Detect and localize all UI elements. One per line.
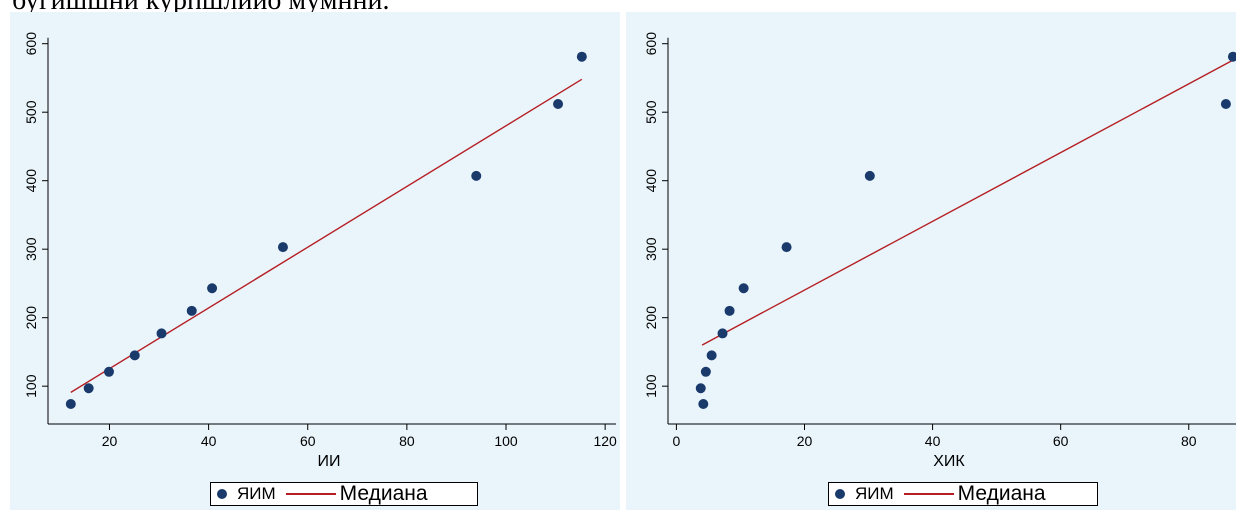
- median-fit-line: [70, 78, 583, 393]
- legend-marker-line: [285, 493, 336, 495]
- x-axis-title: ХИК: [933, 453, 965, 470]
- y-tick-label: 600: [23, 32, 39, 56]
- data-point: [700, 366, 711, 377]
- data-point: [576, 51, 587, 62]
- y-tick-label: 200: [23, 306, 39, 330]
- data-point: [695, 383, 706, 394]
- y-tick-label: 100: [23, 374, 39, 398]
- data-point: [698, 398, 709, 409]
- x-tick-label: 60: [1053, 433, 1069, 449]
- legend-label-fit: Медиана: [339, 482, 428, 505]
- caption-text: бугишшни курпшлиио мумнни.: [12, 0, 390, 16]
- legend-marker-line: [903, 493, 954, 495]
- median-fit-line: [701, 59, 1234, 346]
- y-tick-label: 500: [643, 100, 659, 124]
- x-tick-label: 40: [925, 433, 941, 449]
- x-tick-label: 40: [201, 433, 217, 449]
- data-point: [1227, 51, 1236, 62]
- legend-label-series: ЯИМ: [237, 484, 276, 503]
- x-tick-label: 60: [300, 433, 316, 449]
- y-tick-label: 400: [23, 169, 39, 193]
- data-point: [129, 350, 140, 361]
- legend-marker-points: [835, 489, 845, 499]
- data-point: [864, 170, 875, 181]
- data-point: [277, 242, 288, 253]
- x-tick-label: 80: [1181, 433, 1197, 449]
- x-tick-label: 80: [399, 433, 415, 449]
- data-point: [471, 170, 482, 181]
- scatter-chart-ii: 20 40 60 80 100 120 100 200 300 400 500 600 ИИ: [23, 32, 617, 470]
- y-tick-label: 300: [643, 237, 659, 261]
- x-axis-title: ИИ: [318, 453, 341, 470]
- data-point: [186, 305, 197, 316]
- data-point: [724, 305, 735, 316]
- legend-label-series: ЯИМ: [855, 484, 894, 503]
- y-tick-label: 100: [643, 374, 659, 398]
- legend-label-fit: Медиана: [957, 482, 1046, 505]
- data-point: [738, 283, 749, 294]
- legend-ii: ЯИМ Медиана: [210, 482, 478, 506]
- x-tick-label: 0: [673, 433, 681, 449]
- chart-panel-hik: 0 20 40 60 80 100 200 300 400 500 600 ХИК ЯИМ Медиа…: [626, 12, 1236, 510]
- y-tick-label: 600: [643, 32, 659, 56]
- data-point: [103, 366, 114, 377]
- legend-marker-points: [217, 489, 227, 499]
- scatter-chart-hik: 0 20 40 60 80 100 200 300 400 500 600 ХИК: [643, 32, 1236, 470]
- y-tick-label: 500: [23, 100, 39, 124]
- data-point: [65, 398, 76, 409]
- x-tick-label: 20: [102, 433, 118, 449]
- y-tick-label: 400: [643, 169, 659, 193]
- x-tick-label: 120: [593, 433, 617, 449]
- data-point: [781, 242, 792, 253]
- data-point: [717, 328, 728, 339]
- chart-panel-ii: 20 40 60 80 100 120 100 200 300 400 500 600 ИИ ЯИМ М…: [10, 12, 620, 510]
- data-point: [156, 328, 167, 339]
- y-tick-label: 200: [643, 306, 659, 330]
- x-tick-label: 20: [797, 433, 813, 449]
- data-point: [83, 383, 94, 394]
- legend-hik: ЯИМ Медиана: [828, 482, 1098, 506]
- data-point: [706, 350, 717, 361]
- data-point: [553, 98, 564, 109]
- data-point: [1220, 98, 1231, 109]
- data-point: [207, 283, 218, 294]
- y-tick-label: 300: [23, 237, 39, 261]
- x-tick-label: 100: [494, 433, 518, 449]
